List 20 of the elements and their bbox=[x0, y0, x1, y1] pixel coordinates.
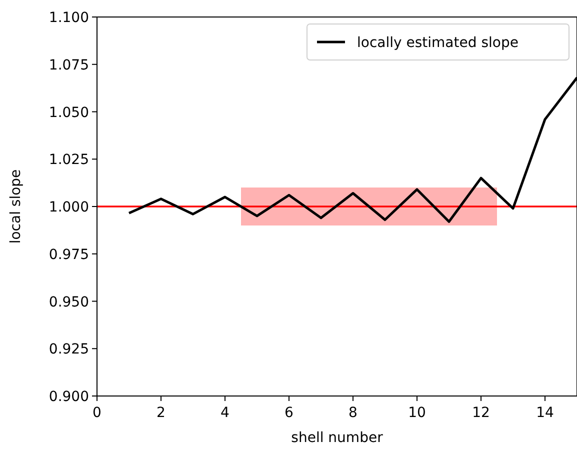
x-tick-label: 6 bbox=[284, 405, 294, 421]
x-tick-label: 8 bbox=[348, 405, 358, 421]
y-tick-label: 0.950 bbox=[48, 294, 89, 310]
y-tick-label: 1.100 bbox=[48, 10, 89, 26]
x-tick-label: 4 bbox=[220, 405, 230, 421]
x-tick-label: 14 bbox=[536, 405, 554, 421]
y-tick-label: 1.025 bbox=[48, 152, 89, 168]
x-tick-label: 12 bbox=[472, 405, 490, 421]
y-tick-label: 1.000 bbox=[48, 200, 89, 216]
y-tick-label: 0.925 bbox=[48, 342, 89, 358]
x-axis-title: shell number bbox=[291, 430, 384, 446]
y-tick-label: 1.075 bbox=[48, 57, 89, 74]
y-tick-label: 0.900 bbox=[48, 389, 89, 405]
y-axis-title: local slope bbox=[8, 169, 24, 244]
legend-label: locally estimated slope bbox=[357, 35, 518, 51]
y-tick-label: 1.050 bbox=[48, 104, 89, 121]
x-tick-label: 10 bbox=[408, 405, 426, 421]
x-tick-label: 0 bbox=[92, 405, 102, 421]
y-tick-label: 0.975 bbox=[48, 246, 89, 263]
x-tick-label: 2 bbox=[156, 405, 166, 421]
